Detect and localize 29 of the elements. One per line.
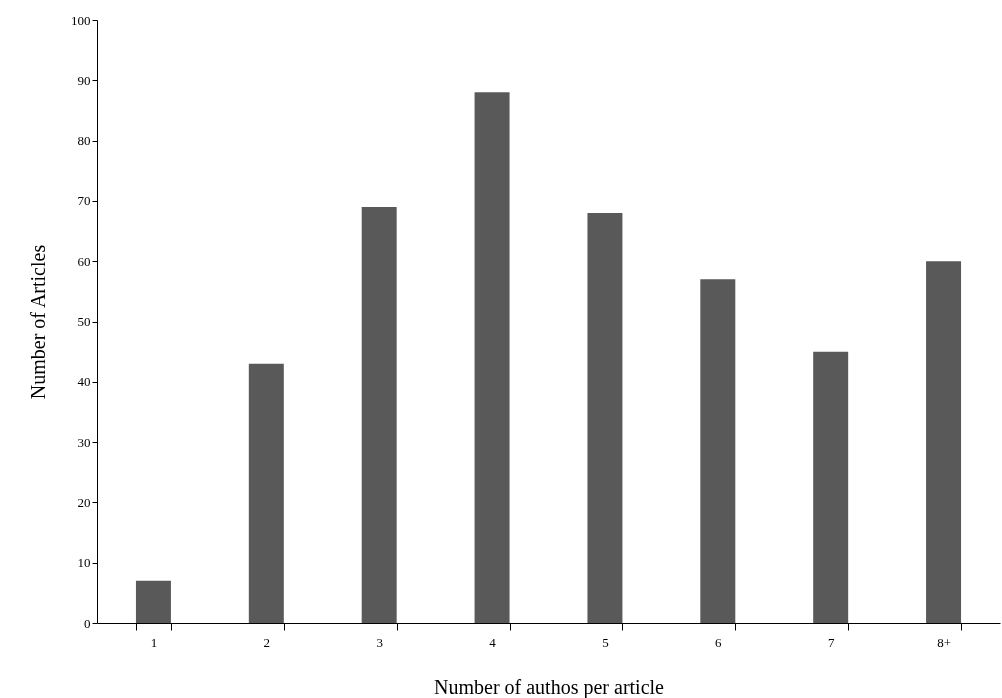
bar — [813, 351, 849, 623]
bar — [248, 363, 284, 623]
y-axis-title: Number of Articles — [27, 244, 49, 400]
y-tick-label: 70 — [77, 193, 91, 209]
y-tick-label: 0 — [84, 615, 91, 631]
x-tick-label: 8+ — [937, 634, 951, 650]
y-tick-label: 20 — [77, 494, 91, 510]
y-tick-label: 40 — [77, 374, 91, 390]
y-tick-label: 10 — [77, 555, 91, 571]
x-tick-label: 2 — [263, 634, 271, 650]
x-tick-label: 5 — [602, 634, 609, 650]
bar — [135, 580, 171, 623]
x-tick-label: 3 — [376, 634, 383, 650]
x-tick-label: 7 — [827, 634, 835, 650]
y-tick-label: 100 — [71, 12, 91, 28]
x-tick-label: 6 — [715, 634, 723, 650]
y-tick-label: 50 — [77, 314, 91, 329]
y-tick-label: 60 — [77, 253, 91, 269]
y-tick-label: 30 — [77, 434, 91, 450]
bar — [361, 206, 397, 623]
bar — [700, 279, 736, 623]
bar — [474, 92, 510, 623]
bar — [926, 261, 962, 623]
y-tick-label: 90 — [77, 72, 91, 88]
x-axis-title: Number of authos per article — [434, 675, 665, 698]
y-tick-label: 80 — [77, 133, 91, 149]
x-tick-label: 4 — [489, 634, 497, 650]
bar — [587, 212, 623, 623]
x-tick-label: 1 — [150, 634, 158, 650]
